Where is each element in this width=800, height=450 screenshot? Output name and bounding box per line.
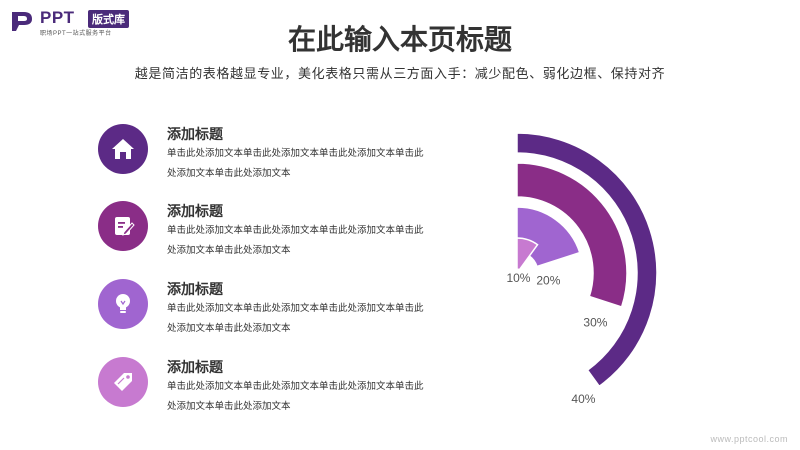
list-item: 添加标题 单击此处添加文本单击此处添加文本单击此处添加文本单击此处添加文本单击此… <box>98 201 458 271</box>
home-icon <box>112 139 134 159</box>
item-heading: 添加标题 <box>167 281 223 297</box>
logo-mark-icon <box>12 12 32 31</box>
edit-note-icon <box>115 217 135 236</box>
item-heading: 添加标题 <box>167 126 223 142</box>
item-icon-circle <box>98 357 148 407</box>
item-text: 单击此处添加文本单击此处添加文本单击此处添加文本单击此处添加文本单击此处添加文本 <box>167 303 424 334</box>
tag-icon <box>114 373 132 391</box>
list-item: 添加标题 单击此处添加文本单击此处添加文本单击此处添加文本单击此处添加文本单击此… <box>98 124 458 194</box>
radial-bar-30 <box>516 162 628 308</box>
item-icon-circle <box>98 201 148 251</box>
radial-bar-chart: 40% 30% 20% 10% <box>440 110 760 445</box>
radial-bar-10 <box>516 237 539 271</box>
brand-logo: PPT 版式库 职场PPT一站式服务平台 <box>10 8 160 38</box>
item-text: 单击此处添加文本单击此处添加文本单击此处添加文本单击此处添加文本单击此处添加文本 <box>167 225 424 256</box>
item-text: 单击此处添加文本单击此处添加文本单击此处添加文本单击此处添加文本单击此处添加文本 <box>167 148 424 179</box>
item-heading: 添加标题 <box>167 359 223 375</box>
data-label: 10% <box>506 271 530 285</box>
list-item: 添加标题 单击此处添加文本单击此处添加文本单击此处添加文本单击此处添加文本单击此… <box>98 357 458 427</box>
lightbulb-icon <box>116 294 130 313</box>
logo-tagline: 职场PPT一站式服务平台 <box>40 31 112 37</box>
page-subtitle: 越是简洁的表格越显专业，美化表格只需从三方面入手：减少配色、弱化边框、保持对齐 <box>134 66 666 81</box>
data-label: 30% <box>583 316 607 330</box>
radial-bar-40 <box>516 132 658 388</box>
radial-bar-svg: 40% 30% 20% 10% <box>506 132 658 406</box>
watermark: www.pptcool.com <box>710 434 788 444</box>
data-label: 20% <box>536 274 560 288</box>
item-text: 单击此处添加文本单击此处添加文本单击此处添加文本单击此处添加文本单击此处添加文本 <box>167 381 424 412</box>
item-icon-circle <box>98 124 148 174</box>
data-label: 40% <box>571 392 595 406</box>
logo-brand-text: PPT <box>40 8 75 27</box>
item-heading: 添加标题 <box>167 203 223 219</box>
list-item: 添加标题 单击此处添加文本单击此处添加文本单击此处添加文本单击此处添加文本单击此… <box>98 279 458 349</box>
page-title: 在此输入本页标题 <box>287 24 512 55</box>
item-icon-circle <box>98 279 148 329</box>
logo-badge: 版式库 <box>88 10 129 28</box>
